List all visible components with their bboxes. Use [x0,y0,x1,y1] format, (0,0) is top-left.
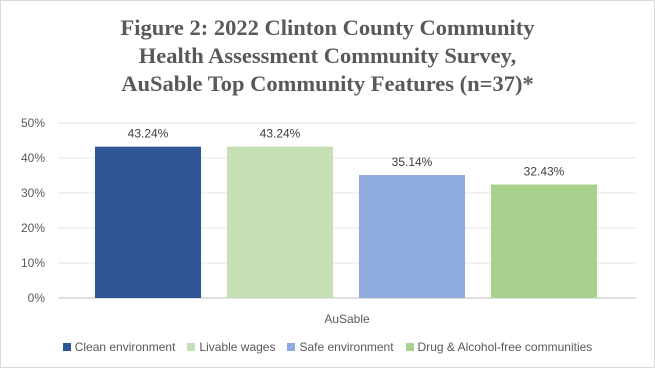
legend-item: Livable wages [187,340,275,354]
legend-label: Clean environment [74,340,176,354]
legend-swatch [62,343,71,351]
chart-title-line-1: Figure 2: 2022 Clinton County Community [120,15,535,40]
y-tick-label: 10% [21,256,45,270]
y-tick-label: 50% [21,116,45,130]
data-label: 32.43% [524,164,565,178]
data-label: 35.14% [392,155,433,169]
y-tick-label: 40% [21,151,45,165]
y-tick-label: 30% [21,186,45,200]
chart-title: Figure 2: 2022 Clinton County Community … [0,14,655,98]
bar [227,146,333,298]
legend-label: Livable wages [199,340,276,354]
bar [359,175,465,298]
legend-item: Clean environment [62,340,176,354]
data-label: 43.24% [260,127,301,141]
y-tick-label: 0% [28,291,46,305]
chart-legend: Clean environment Livable wages Safe envir… [0,340,655,354]
legend-label: Safe environment [299,340,394,354]
y-tick-label: 20% [21,221,45,235]
x-category-label: AuSable [324,312,370,326]
legend-label: Drug & Alcohol-free communities [417,340,593,354]
legend-swatch [287,343,296,351]
legend-swatch [405,343,414,351]
data-label: 43.24% [128,127,169,141]
chart-title-line-3: AuSable Top Community Features (n=37)* [121,71,534,96]
legend-item: Drug & Alcohol-free communities [405,340,593,354]
bar [491,184,597,298]
legend-item: Safe environment [287,340,394,354]
bar [95,146,201,298]
legend-swatch [187,343,196,351]
chart-title-line-2: Health Assessment Community Survey, [138,43,517,68]
